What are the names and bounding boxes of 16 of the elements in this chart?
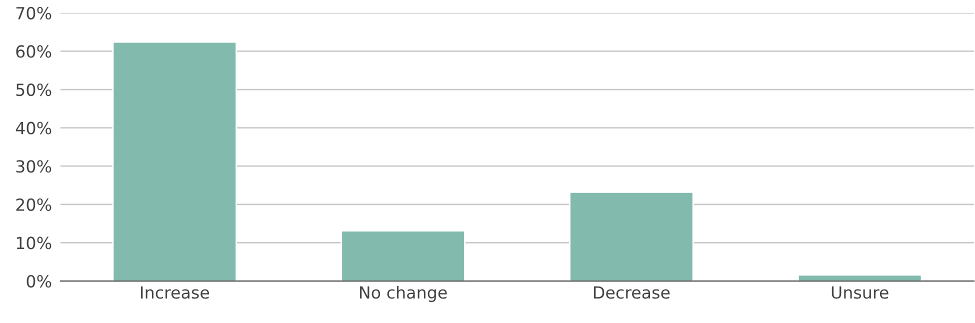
x-tick-label: Decrease bbox=[594, 286, 670, 299]
bar bbox=[569, 191, 694, 282]
x-tick-label: Increase bbox=[141, 286, 210, 299]
y-tick-label: 50% bbox=[16, 83, 52, 96]
bar bbox=[340, 230, 466, 282]
bar bbox=[112, 41, 238, 282]
y-tick-label: 70% bbox=[16, 6, 52, 20]
y-tick-label: 0% bbox=[26, 274, 52, 288]
x-tick-label: No change bbox=[360, 286, 447, 302]
y-tick-label: 40% bbox=[16, 122, 52, 134]
y-tick-label: 60% bbox=[16, 45, 52, 58]
y-tick-label: 20% bbox=[16, 198, 52, 211]
y-tick-label: 30% bbox=[16, 160, 52, 173]
bar bbox=[797, 274, 922, 282]
x-tick-label: Unsure bbox=[832, 286, 888, 299]
y-tick-label: 10% bbox=[16, 236, 52, 250]
